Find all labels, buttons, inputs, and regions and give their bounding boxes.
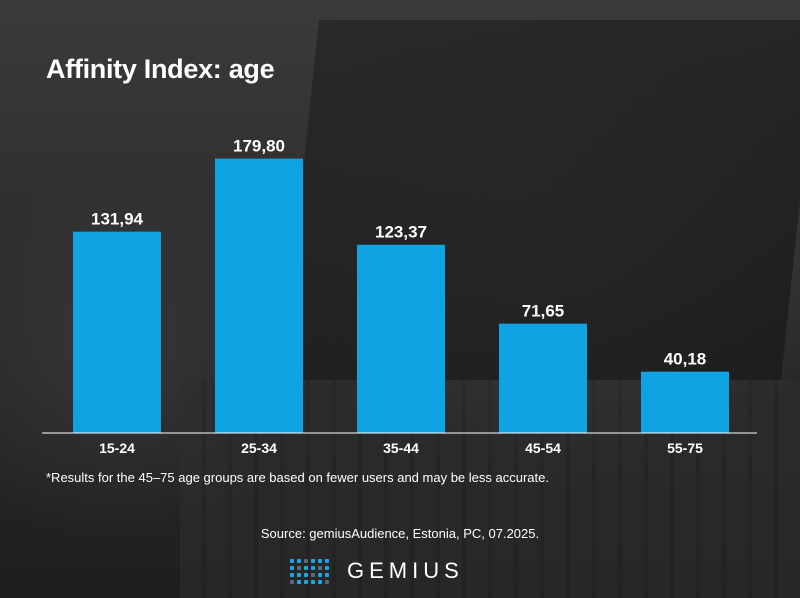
bar-35-44 bbox=[357, 244, 445, 433]
bars: 131,94 179,80 123,37 71,65 40,18 bbox=[73, 137, 729, 434]
logo-dots-icon bbox=[290, 558, 329, 584]
gemius-logo: GEMIUS bbox=[290, 556, 464, 586]
tick-label-15-24: 15-24 bbox=[99, 440, 135, 456]
logo-text: GEMIUS bbox=[347, 558, 464, 583]
tick-label-35-44: 35-44 bbox=[383, 440, 419, 456]
bar-55-75 bbox=[641, 371, 729, 433]
footnote: *Results for the 45–75 age groups are ba… bbox=[46, 470, 549, 485]
chart-title: Affinity Index: age bbox=[46, 54, 275, 84]
tick-label-45-54: 45-54 bbox=[525, 440, 561, 456]
value-label-25-34: 179,80 bbox=[233, 137, 285, 156]
value-label-15-24: 131,94 bbox=[91, 210, 144, 229]
value-label-45-54: 71,65 bbox=[522, 302, 565, 321]
tick-label-55-75: 55-75 bbox=[667, 440, 703, 456]
bar-45-54 bbox=[499, 323, 587, 433]
x-axis-ticks: 15-24 25-34 35-44 45-54 55-75 bbox=[99, 440, 703, 456]
bar-25-34 bbox=[215, 158, 303, 434]
value-label-55-75: 40,18 bbox=[664, 350, 707, 369]
bar-15-24 bbox=[73, 231, 161, 433]
tick-label-25-34: 25-34 bbox=[241, 440, 277, 456]
value-label-35-44: 123,37 bbox=[375, 223, 427, 242]
source-note: Source: gemiusAudience, Estonia, PC, 07.… bbox=[260, 526, 540, 541]
